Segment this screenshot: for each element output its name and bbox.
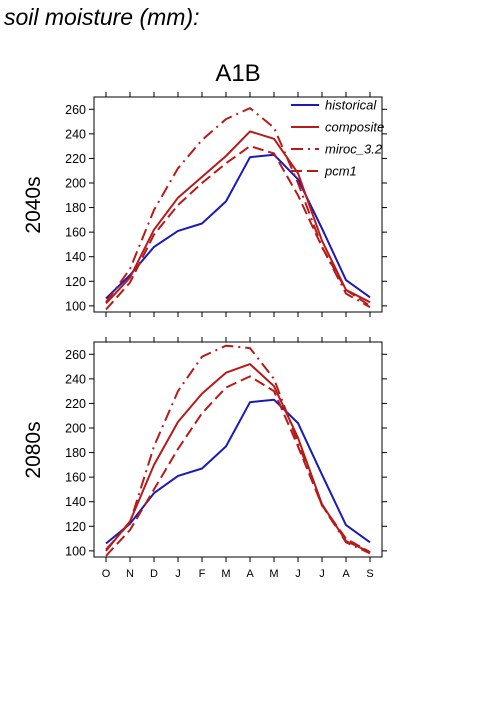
series-line-historical: [105, 153, 371, 300]
y-tick-label: 140: [65, 250, 86, 264]
y-tick-label: 200: [65, 422, 86, 436]
legend: historical composite miroc_3.2 pcm1: [291, 98, 384, 179]
x-tick-label: D: [150, 568, 158, 580]
x-tick-label: F: [199, 568, 206, 580]
y-tick-label: 100: [65, 299, 86, 313]
y-tick-label: 180: [65, 201, 86, 215]
series-line-composite: [105, 130, 371, 305]
y-tick-label: 180: [65, 446, 86, 460]
series-line-pcm1: [105, 375, 371, 557]
x-tick-label: M: [221, 568, 230, 580]
y-tick-label: 220: [65, 152, 86, 166]
plot-frame: [93, 341, 383, 558]
series-line-composite: [105, 363, 371, 554]
series-line-pcm1: [105, 145, 371, 311]
y-tick-label: 120: [65, 275, 86, 289]
y-tick-label: 260: [65, 103, 86, 117]
x-tick-label: J: [175, 568, 181, 580]
plot-frame: [93, 96, 383, 313]
legend-label: miroc_3.2: [325, 142, 383, 157]
x-tick-label: M: [269, 568, 278, 580]
x-tick-label: N: [126, 568, 134, 580]
page-title: soil moisture (mm):: [4, 4, 200, 30]
y-tick-label: 120: [65, 520, 86, 534]
panel-label: 2040s: [22, 176, 45, 233]
chart-panel-2080s: 100 120 140 160 180 200 220 240 260 O N D J F M A M J J A S 2…: [22, 337, 387, 580]
x-tick-label: S: [366, 568, 373, 580]
y-tick-label: 140: [65, 495, 86, 509]
chart-panel-2040s: 100 120 140 160 180 200 220 240 260 2040s historic…: [22, 92, 387, 317]
y-tick-label: 260: [65, 348, 86, 362]
y-tick-label: 160: [65, 471, 86, 485]
series-line-miroc-3-2: [105, 344, 371, 555]
y-tick-label: 200: [65, 177, 86, 191]
x-tick-label: A: [246, 568, 254, 580]
x-tick-label: J: [319, 568, 325, 580]
legend-label: historical: [325, 98, 377, 113]
y-tick-label: 220: [65, 397, 86, 411]
x-tick-label: J: [295, 568, 301, 580]
y-tick-label: 160: [65, 226, 86, 240]
y-tick-label: 240: [65, 127, 86, 141]
y-tick-label: 100: [65, 544, 86, 558]
legend-label: pcm1: [324, 164, 357, 179]
x-tick-label: O: [102, 568, 111, 580]
series-line-miroc-3-2: [105, 107, 371, 308]
panel-label: 2080s: [22, 421, 45, 478]
x-tick-label: A: [342, 568, 350, 580]
series-line-historical: [105, 398, 371, 545]
scenario-title: A1B: [215, 60, 260, 87]
y-tick-label: 240: [65, 372, 86, 386]
legend-label: composite: [325, 120, 384, 135]
